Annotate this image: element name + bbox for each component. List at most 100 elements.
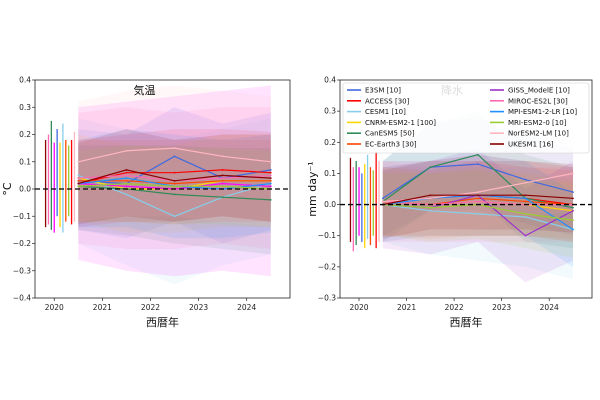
y-tick-label-6: 0.3 xyxy=(324,107,336,116)
legend-box xyxy=(342,82,590,154)
series-point-0-4 xyxy=(269,169,272,171)
y-tick-label-5: 0.2 xyxy=(324,138,336,147)
x-tick-label-3: 2023 xyxy=(492,303,511,312)
plot-area xyxy=(35,85,290,285)
y-tick-label-6: 0.2 xyxy=(19,130,31,139)
series-point-10-3 xyxy=(221,155,224,158)
x-tick-label-1: 2021 xyxy=(397,303,416,312)
series-point-4-4 xyxy=(572,206,574,209)
series-point-9-0 xyxy=(77,185,80,188)
x-tick-label-3: 2023 xyxy=(189,303,208,312)
series-point-5-0 xyxy=(77,179,80,182)
series-point-5-4 xyxy=(269,179,272,182)
legend-label-10: NorESM2-LM [10] xyxy=(508,130,569,138)
legend-label-11: UKESM1 [16] xyxy=(508,141,554,149)
legend-label-6: GISS_ModelE [10] xyxy=(508,87,570,95)
series-point-9-1 xyxy=(429,206,432,209)
series-point-1-2 xyxy=(173,171,176,174)
plot-area xyxy=(340,111,592,283)
series-point-10-1 xyxy=(125,149,128,152)
series-point-0-4 xyxy=(572,191,574,194)
y-axis-label: °C xyxy=(1,182,14,196)
x-tick-label-0: 2020 xyxy=(45,303,64,312)
series-point-11-1 xyxy=(429,194,432,197)
spread-band-2 xyxy=(78,118,271,285)
y-axis-label: mm day⁻¹ xyxy=(306,161,319,216)
series-point-4-1 xyxy=(429,166,432,169)
series-point-11-3 xyxy=(221,174,224,177)
y-tick-label-5: 0.1 xyxy=(19,157,31,166)
series-point-10-0 xyxy=(381,200,384,203)
spread-band-7 xyxy=(78,107,271,249)
y-tick-label-3: 0.0 xyxy=(324,200,336,209)
series-point-5-2 xyxy=(476,197,479,200)
series-point-11-3 xyxy=(524,194,527,197)
series-point-10-2 xyxy=(173,147,176,150)
series-point-10-1 xyxy=(429,197,432,200)
y-tick-label-4: 0.1 xyxy=(324,169,336,178)
series-point-2-3 xyxy=(524,216,527,218)
series-point-5-3 xyxy=(524,200,527,203)
series-point-10-0 xyxy=(77,160,80,163)
series-point-11-4 xyxy=(269,177,272,180)
series-point-0-2 xyxy=(476,163,479,165)
series-point-1-1 xyxy=(125,171,128,174)
series-point-2-1 xyxy=(429,209,432,212)
y-tick-label-0: −0.3 xyxy=(318,294,336,303)
y-tick-label-1: −0.3 xyxy=(13,266,31,275)
series-point-9-3 xyxy=(524,213,527,215)
series-point-11-0 xyxy=(77,182,80,185)
series-point-2-0 xyxy=(77,174,80,177)
series-point-5-3 xyxy=(221,179,224,182)
series-point-7-4 xyxy=(269,174,272,177)
x-tick-label-2: 2022 xyxy=(141,303,160,312)
series-point-6-3 xyxy=(221,182,224,185)
series-point-11-2 xyxy=(173,179,176,182)
series-point-8-1 xyxy=(125,177,128,180)
series-point-10-2 xyxy=(476,191,479,194)
series-point-7-0 xyxy=(77,177,80,180)
series-point-5-2 xyxy=(173,182,176,185)
series-point-2-1 xyxy=(125,193,128,196)
legend-label-9: MRI-ESM2-0 [10] xyxy=(508,119,567,127)
y-tick-label-3: −0.1 xyxy=(13,212,31,221)
x-axis-label: 西暦年 xyxy=(146,315,179,329)
series-point-6-1 xyxy=(125,185,128,188)
legend-label-4: CanESM5 [50] xyxy=(365,130,415,138)
spread-band-1 xyxy=(78,129,271,228)
x-tick-label-1: 2021 xyxy=(93,303,112,312)
series-point-0-3 xyxy=(524,178,527,181)
spread-band-0 xyxy=(78,107,271,244)
series-point-5-1 xyxy=(125,179,128,182)
series-point-10-4 xyxy=(269,160,272,163)
spread-band-10 xyxy=(382,136,573,242)
series-point-6-4 xyxy=(572,209,574,212)
plot-frame xyxy=(339,79,593,299)
series-point-10-4 xyxy=(572,172,574,175)
y-tick-label-7: 0.4 xyxy=(324,76,336,85)
series-point-1-3 xyxy=(221,169,224,171)
legend-label-5: EC-Earth3 [30] xyxy=(365,141,417,149)
legend-label-1: ACCESS [30] xyxy=(365,97,410,105)
x-tick-label-2: 2022 xyxy=(445,303,464,312)
series-point-4-2 xyxy=(173,193,176,196)
y-tick-label-8: 0.4 xyxy=(19,76,31,85)
spread-band-11 xyxy=(78,129,271,225)
series-point-7-2 xyxy=(476,200,479,203)
series-point-4-4 xyxy=(269,199,272,201)
series-point-0-0 xyxy=(381,197,384,200)
chart-title: 気温 xyxy=(134,83,156,97)
series-point-4-3 xyxy=(221,196,224,199)
y-tick-label-0: −0.4 xyxy=(13,294,31,303)
x-axis-label: 西暦年 xyxy=(450,315,483,329)
legend-label-8: MPI-ESM1-2-LR [10] xyxy=(508,108,577,116)
legend: E3SM [10] ACCESS [30] CESM1 [10] CNRM-ESM2-… xyxy=(342,82,590,154)
x-tick-label-4: 2024 xyxy=(540,303,559,312)
series-point-2-2 xyxy=(476,213,479,215)
series-point-0-2 xyxy=(173,155,176,158)
series-point-8-3 xyxy=(524,197,527,200)
series-point-6-4 xyxy=(269,185,272,188)
series-point-4-2 xyxy=(476,153,479,156)
x-tick-label-4: 2024 xyxy=(237,303,256,312)
